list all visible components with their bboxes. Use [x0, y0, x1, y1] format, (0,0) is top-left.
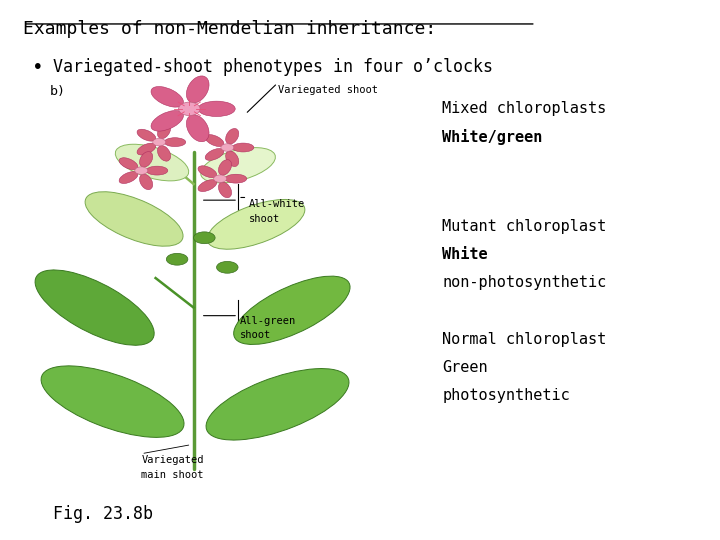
- Ellipse shape: [205, 134, 224, 146]
- Text: Variegated: Variegated: [141, 455, 204, 465]
- Text: Variegated shoot: Variegated shoot: [277, 85, 377, 94]
- Ellipse shape: [186, 76, 209, 103]
- Ellipse shape: [186, 115, 209, 141]
- Ellipse shape: [214, 175, 227, 183]
- Ellipse shape: [198, 101, 235, 117]
- Text: Mixed chloroplasts: Mixed chloroplasts: [443, 101, 607, 116]
- Text: shoot: shoot: [240, 330, 271, 340]
- Text: Green: Green: [443, 360, 488, 375]
- Text: White/green: White/green: [443, 129, 543, 145]
- Text: shoot: shoot: [249, 214, 280, 224]
- Text: Variegated-shoot phenotypes in four o’clocks: Variegated-shoot phenotypes in four o’cl…: [53, 58, 493, 76]
- Ellipse shape: [194, 232, 215, 244]
- Ellipse shape: [140, 152, 153, 167]
- Text: All-white: All-white: [249, 199, 305, 209]
- Ellipse shape: [137, 129, 156, 141]
- Ellipse shape: [119, 158, 138, 170]
- Ellipse shape: [233, 143, 254, 152]
- Text: White: White: [443, 247, 488, 262]
- Ellipse shape: [153, 138, 166, 146]
- Ellipse shape: [146, 166, 168, 175]
- Ellipse shape: [85, 192, 183, 246]
- Ellipse shape: [201, 147, 275, 183]
- Ellipse shape: [151, 111, 184, 131]
- Ellipse shape: [234, 276, 350, 345]
- Text: Examples of non-Mendelian inheritance:: Examples of non-Mendelian inheritance:: [23, 20, 436, 38]
- Text: non-photosynthetic: non-photosynthetic: [443, 275, 607, 290]
- Ellipse shape: [35, 270, 154, 345]
- Ellipse shape: [41, 366, 184, 437]
- Ellipse shape: [166, 253, 188, 265]
- Ellipse shape: [225, 174, 247, 183]
- Text: b): b): [50, 85, 66, 98]
- Ellipse shape: [158, 123, 171, 139]
- Text: Mutant chloroplast: Mutant chloroplast: [443, 219, 607, 234]
- Ellipse shape: [218, 160, 232, 175]
- Text: photosynthetic: photosynthetic: [443, 388, 570, 403]
- Ellipse shape: [119, 172, 138, 184]
- Ellipse shape: [221, 144, 234, 151]
- Ellipse shape: [140, 174, 153, 190]
- Ellipse shape: [164, 138, 186, 146]
- Ellipse shape: [207, 199, 305, 249]
- Ellipse shape: [206, 369, 349, 440]
- Ellipse shape: [179, 102, 200, 116]
- Ellipse shape: [225, 151, 239, 166]
- Ellipse shape: [225, 129, 239, 144]
- Ellipse shape: [218, 182, 232, 198]
- Ellipse shape: [205, 148, 224, 160]
- Text: All-green: All-green: [240, 316, 296, 326]
- Ellipse shape: [151, 86, 184, 107]
- Text: Fig. 23.8b: Fig. 23.8b: [53, 505, 153, 523]
- Ellipse shape: [198, 180, 217, 192]
- Ellipse shape: [198, 166, 217, 178]
- Ellipse shape: [158, 146, 171, 161]
- Text: main shoot: main shoot: [141, 470, 204, 480]
- Text: •: •: [32, 58, 43, 77]
- Ellipse shape: [137, 143, 156, 155]
- Ellipse shape: [135, 167, 148, 174]
- Text: Normal chloroplast: Normal chloroplast: [443, 332, 607, 347]
- Ellipse shape: [115, 144, 189, 181]
- Ellipse shape: [217, 261, 238, 273]
